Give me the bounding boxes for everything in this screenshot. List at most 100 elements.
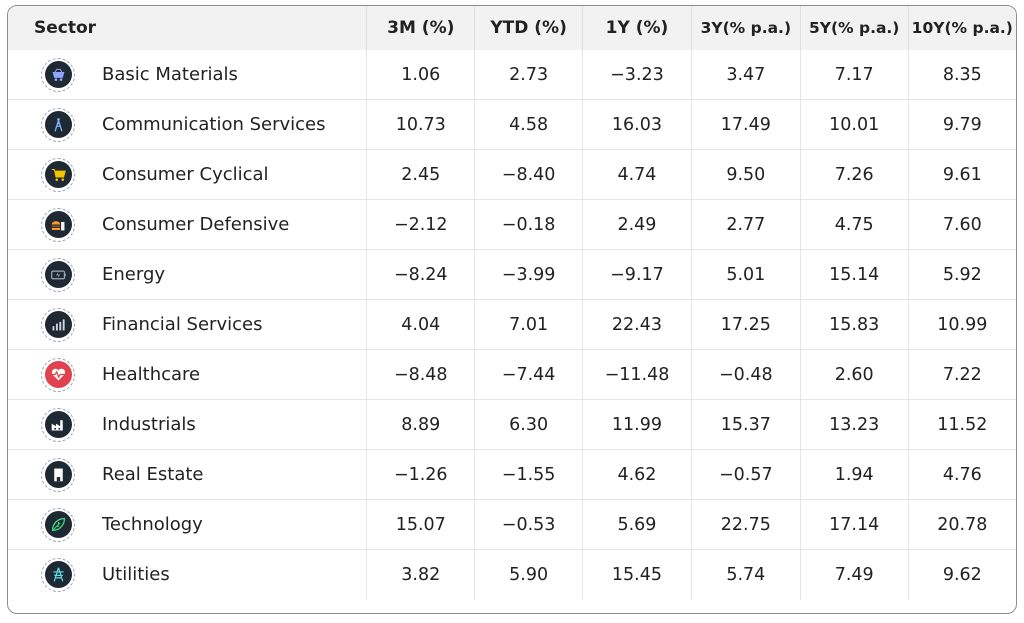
return-cell-10y: 9.79 <box>907 99 1016 150</box>
sector-cell-content: Technology <box>8 500 366 549</box>
bar-growth-icon <box>44 311 72 339</box>
return-cell-10y: 5.92 <box>907 249 1016 300</box>
return-cell-5y: 1.94 <box>799 449 909 500</box>
return-cell-3m: −8.48 <box>366 349 475 400</box>
return-cell-10y: 9.61 <box>907 149 1016 200</box>
return-cell-ytd: −0.53 <box>474 499 583 550</box>
return-cell-3y: 5.74 <box>690 549 801 600</box>
column-header-3y[interactable]: 3Y(% p.a.) <box>690 6 801 50</box>
return-cell-3m: 10.73 <box>366 99 475 150</box>
sector-icon-ring <box>41 457 75 492</box>
return-cell-10y: 4.76 <box>907 449 1016 500</box>
sector-icon-ring <box>41 257 75 292</box>
table-row[interactable]: Energy −8.24 −3.99 −9.17 5.01 15.14 5.92 <box>8 249 1016 300</box>
sector-icon-ring <box>41 57 75 92</box>
sector-name: Consumer Cyclical <box>102 164 269 186</box>
table-row[interactable]: Utilities 3.82 5.90 15.45 5.74 7.49 9.62 <box>8 549 1016 600</box>
return-cell-3m: 2.45 <box>366 149 475 200</box>
sector-cell: Communication Services <box>8 99 367 150</box>
table-row[interactable]: Basic Materials 1.06 2.73 −3.23 3.47 7.17 8.35 <box>8 50 1016 100</box>
sector-name: Financial Services <box>102 314 263 336</box>
factory-icon <box>44 411 72 439</box>
return-cell-3y: 15.37 <box>690 399 801 450</box>
return-cell-1y: −11.48 <box>582 349 692 400</box>
return-cell-1y: 5.69 <box>582 499 692 550</box>
return-cell-3y: 22.75 <box>690 499 801 550</box>
sector-icon-ring <box>41 557 75 592</box>
sector-cell-content: Industrials <box>8 400 366 449</box>
return-cell-10y: 9.62 <box>907 549 1016 600</box>
sector-name: Energy <box>102 264 166 286</box>
return-cell-ytd: −3.99 <box>474 249 583 300</box>
sector-icon-ring <box>41 207 75 242</box>
return-cell-1y: 4.62 <box>582 449 692 500</box>
sector-cell: Financial Services <box>8 299 367 350</box>
return-cell-3m: −2.12 <box>366 199 475 250</box>
sector-cell-content: Consumer Defensive <box>8 200 366 249</box>
sector-name: Consumer Defensive <box>102 214 290 236</box>
sector-icon-ring <box>41 107 75 142</box>
sector-name: Communication Services <box>102 114 326 136</box>
return-cell-3y: 2.77 <box>690 199 801 250</box>
table-row[interactable]: Healthcare −8.48 −7.44 −11.48 −0.48 2.60 7.22 <box>8 349 1016 400</box>
column-header-ytd[interactable]: YTD (%) <box>474 6 583 50</box>
return-cell-1y: 15.45 <box>582 549 692 600</box>
building-icon <box>44 461 72 489</box>
return-cell-3y: 5.01 <box>690 249 801 300</box>
return-cell-1y: 11.99 <box>582 399 692 450</box>
return-cell-3y: −0.57 <box>690 449 801 500</box>
return-cell-10y: 10.99 <box>907 299 1016 350</box>
sector-icon-ring <box>41 307 75 342</box>
return-cell-10y: 8.35 <box>907 50 1016 100</box>
return-cell-3m: 15.07 <box>366 499 475 550</box>
return-cell-3y: 17.25 <box>690 299 801 350</box>
sector-cell: Technology <box>8 499 367 550</box>
sector-cell: Consumer Cyclical <box>8 149 367 200</box>
table-row[interactable]: Industrials 8.89 6.30 11.99 15.37 13.23 11.52 <box>8 399 1016 450</box>
return-cell-5y: 15.83 <box>799 299 909 350</box>
return-cell-5y: 10.01 <box>799 99 909 150</box>
sector-cell-content: Basic Materials <box>8 50 366 99</box>
return-cell-ytd: 6.30 <box>474 399 583 450</box>
sector-cell: Real Estate <box>8 449 367 500</box>
sector-icon-ring <box>41 507 75 542</box>
table-row[interactable]: Communication Services 10.73 4.58 16.03 17.4… <box>8 99 1016 150</box>
return-cell-3y: 17.49 <box>690 99 801 150</box>
return-cell-3m: 1.06 <box>366 50 475 100</box>
burger-drink-icon <box>44 211 72 239</box>
table-row[interactable]: Consumer Defensive −2.12 −0.18 2.49 2.77 4.75… <box>8 199 1016 250</box>
column-header-1y[interactable]: 1Y (%) <box>582 6 692 50</box>
return-cell-1y: 2.49 <box>582 199 692 250</box>
table-row[interactable]: Consumer Cyclical 2.45 −8.40 4.74 9.50 7.26 9.… <box>8 149 1016 200</box>
sector-cell: Consumer Defensive <box>8 199 367 250</box>
return-cell-ytd: −8.40 <box>474 149 583 200</box>
return-cell-10y: 11.52 <box>907 399 1016 450</box>
column-header-5y[interactable]: 5Y(% p.a.) <box>799 6 909 50</box>
table-row[interactable]: Financial Services 4.04 7.01 22.43 17.25 15.8… <box>8 299 1016 350</box>
return-cell-1y: −3.23 <box>582 50 692 100</box>
return-cell-3y: −0.48 <box>690 349 801 400</box>
return-cell-3y: 9.50 <box>690 149 801 200</box>
heart-pulse-icon <box>44 361 72 389</box>
return-cell-1y: 4.74 <box>582 149 692 200</box>
return-cell-10y: 7.22 <box>907 349 1016 400</box>
sector-name: Real Estate <box>102 464 204 486</box>
column-header-3m[interactable]: 3M (%) <box>366 6 475 50</box>
sector-cell: Basic Materials <box>8 50 367 100</box>
table-row[interactable]: Technology 15.07 −0.53 5.69 22.75 17.14 20.78 <box>8 499 1016 550</box>
return-cell-5y: 17.14 <box>799 499 909 550</box>
column-header-10y[interactable]: 10Y(% p.a.) <box>907 6 1016 50</box>
column-header-sector[interactable]: Sector <box>34 18 97 38</box>
sector-name: Basic Materials <box>102 64 238 86</box>
table-row[interactable]: Real Estate −1.26 −1.55 4.62 −0.57 1.94 4.76 <box>8 449 1016 500</box>
sector-name: Healthcare <box>102 364 201 386</box>
sector-cell-content: Healthcare <box>8 350 366 399</box>
sector-name: Industrials <box>102 414 196 436</box>
antenna-tower-icon <box>44 111 72 139</box>
return-cell-ytd: 5.90 <box>474 549 583 600</box>
circuit-leaf-icon <box>44 511 72 539</box>
return-cell-1y: −9.17 <box>582 249 692 300</box>
mining-cart-icon <box>44 61 72 89</box>
return-cell-10y: 20.78 <box>907 499 1016 550</box>
return-cell-ytd: 2.73 <box>474 50 583 100</box>
